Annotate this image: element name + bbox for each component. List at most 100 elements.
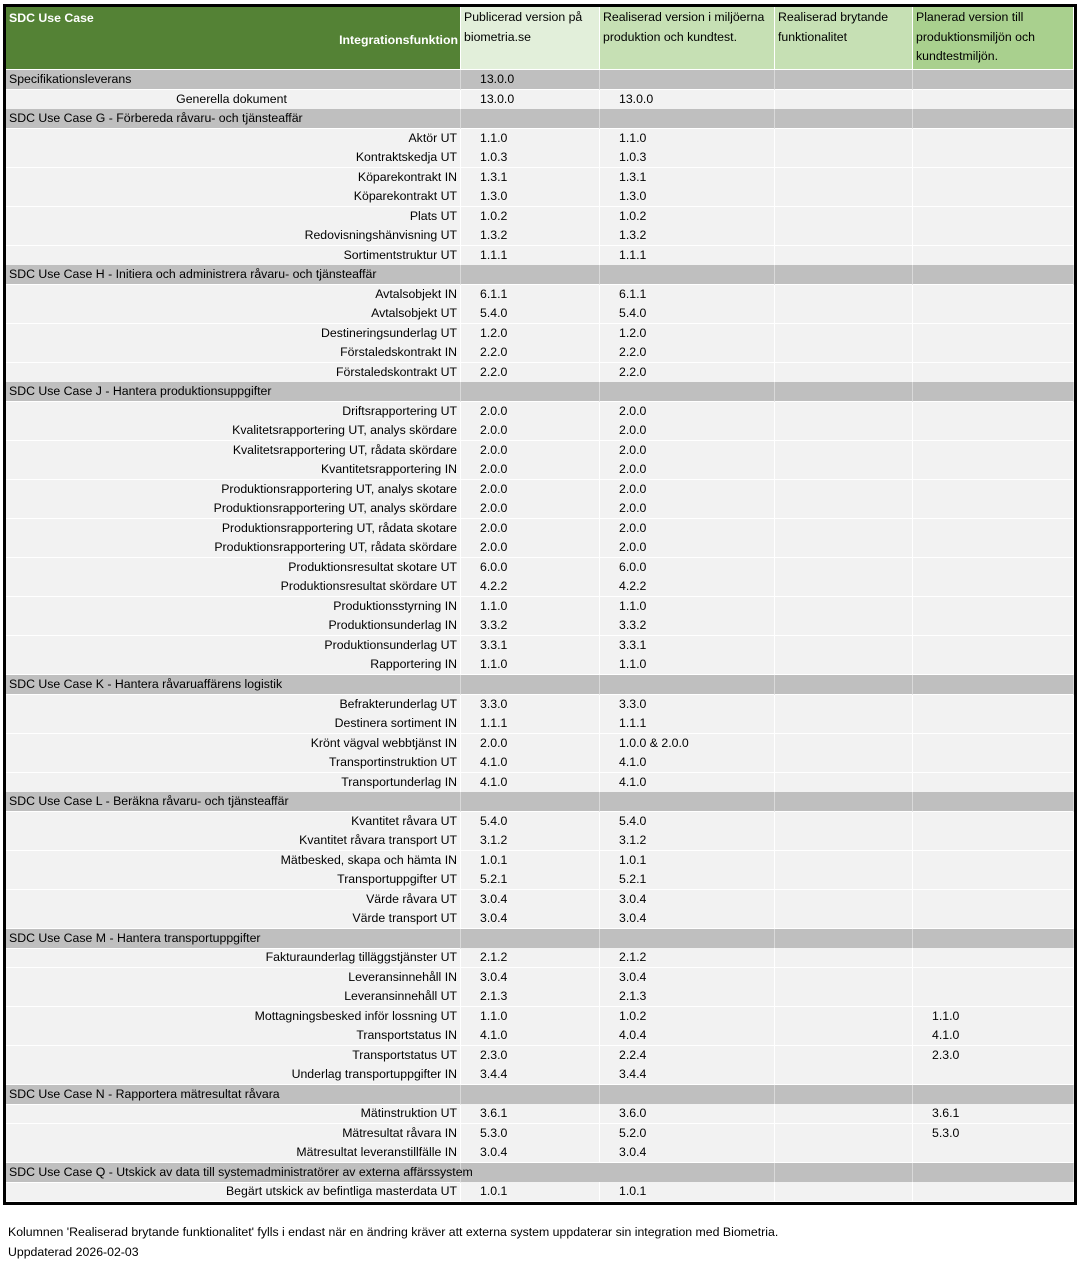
- realized-version: 4.2.2: [600, 577, 775, 598]
- planned-version: [913, 343, 1074, 364]
- group-planned: [913, 1084, 1074, 1105]
- table-row: Aktör UT 1.1.0 1.1.0: [6, 128, 1074, 149]
- planned-version: 5.3.0: [913, 1123, 1074, 1144]
- group-realized: [600, 1084, 775, 1105]
- integration-name: Leveransinnehåll IN: [6, 967, 461, 988]
- published-version: 2.2.0: [461, 362, 600, 383]
- table-row: Transportinstruktion UT 4.1.0 4.1.0: [6, 753, 1074, 774]
- realized-version: 1.0.1: [600, 1182, 775, 1203]
- realized-version: 3.3.2: [600, 616, 775, 637]
- breaking-version: [775, 909, 913, 930]
- integration-name: Transportunderlag IN: [6, 772, 461, 793]
- planned-version: [913, 89, 1074, 110]
- published-version: 3.0.4: [461, 909, 600, 930]
- group-realized: [600, 792, 775, 813]
- group-published: 13.0.0: [461, 70, 600, 90]
- breaking-version: [775, 1006, 913, 1027]
- planned-version: [913, 753, 1074, 774]
- table-row: Kvalitetsrapportering UT, rådata skördar…: [6, 440, 1074, 461]
- planned-version: [913, 831, 1074, 852]
- group-title: SDC Use Case L - Beräkna råvaru- och tjä…: [6, 792, 461, 813]
- table-row: Avtalsobjekt IN 6.1.1 6.1.1: [6, 284, 1074, 305]
- group-row: SDC Use Case J - Hantera produktionsuppg…: [6, 382, 1074, 403]
- published-version: 3.3.2: [461, 616, 600, 637]
- realized-version: 1.0.3: [600, 148, 775, 169]
- breaking-version: [775, 831, 913, 852]
- integration-name: Mätresultat leveranstillfälle IN: [6, 1143, 461, 1164]
- realized-version: 1.1.1: [600, 245, 775, 266]
- planned-version: [913, 499, 1074, 520]
- published-version: 4.2.2: [461, 577, 600, 598]
- breaking-version: [775, 753, 913, 774]
- realized-version: 4.0.4: [600, 1026, 775, 1047]
- published-version: 3.6.1: [461, 1104, 600, 1125]
- published-version: 6.1.1: [461, 284, 600, 305]
- breaking-version: [775, 206, 913, 227]
- realized-version: 1.0.2: [600, 206, 775, 227]
- integration-name: Destineringsunderlag UT: [6, 323, 461, 344]
- published-version: 2.0.0: [461, 538, 600, 559]
- group-breaking: [775, 928, 913, 949]
- planned-version: [913, 1065, 1074, 1086]
- published-version: 2.0.0: [461, 460, 600, 481]
- published-version: 1.0.1: [461, 850, 600, 871]
- group-planned: [913, 265, 1074, 286]
- planned-version: [913, 323, 1074, 344]
- published-version: 1.1.0: [461, 596, 600, 617]
- published-version: 1.1.1: [461, 245, 600, 266]
- table-row: Kvantitet råvara UT 5.4.0 5.4.0: [6, 811, 1074, 832]
- realized-version: 2.0.0: [600, 421, 775, 442]
- published-version: 6.0.0: [461, 557, 600, 578]
- group-realized: [600, 265, 775, 286]
- table-row: Transportstatus UT 2.3.0 2.2.4 2.3.0: [6, 1045, 1074, 1066]
- group-row: SDC Use Case K - Hantera råvaruaffärens …: [6, 674, 1074, 695]
- integration-name: Mätinstruktion UT: [6, 1104, 461, 1125]
- group-realized: [600, 70, 775, 90]
- table-row: Förstaledskontrakt UT 2.2.0 2.2.0: [6, 362, 1074, 383]
- realized-version: 3.0.4: [600, 909, 775, 930]
- published-version: 3.3.0: [461, 694, 600, 715]
- breaking-version: [775, 440, 913, 461]
- table-row: Produktionsunderlag IN 3.3.2 3.3.2: [6, 616, 1074, 637]
- published-version: 4.1.0: [461, 1026, 600, 1047]
- integration-name: Produktionsunderlag UT: [6, 635, 461, 656]
- published-version: 2.3.0: [461, 1045, 600, 1066]
- planned-version: [913, 1143, 1074, 1164]
- table-row: Kvantitetsrapportering IN 2.0.0 2.0.0: [6, 460, 1074, 481]
- published-version: 5.4.0: [461, 811, 600, 832]
- realized-version: 2.0.0: [600, 538, 775, 559]
- realized-version: 5.4.0: [600, 811, 775, 832]
- published-version: 2.0.0: [461, 499, 600, 520]
- integration-name: Transportuppgifter UT: [6, 870, 461, 891]
- realized-version: 1.3.1: [600, 167, 775, 188]
- table-row: Produktionsresultat skördare UT 4.2.2 4.2.…: [6, 577, 1074, 598]
- breaking-version: [775, 284, 913, 305]
- published-version: 3.1.2: [461, 831, 600, 852]
- breaking-version: [775, 1182, 913, 1203]
- breaking-version: [775, 694, 913, 715]
- integration-name: Avtalsobjekt IN: [6, 284, 461, 305]
- planned-version: [913, 577, 1074, 598]
- breaking-version: [775, 714, 913, 735]
- integration-name: Förstaledskontrakt IN: [6, 343, 461, 364]
- table-row: Transportstatus IN 4.1.0 4.0.4 4.1.0: [6, 1026, 1074, 1047]
- integration-name: Generella dokument: [6, 89, 461, 110]
- header-integration-function: Integrationsfunktion: [339, 33, 458, 47]
- breaking-version: [775, 1065, 913, 1086]
- breaking-version: [775, 1045, 913, 1066]
- published-version: 2.1.2: [461, 948, 600, 969]
- table-row: Avtalsobjekt UT 5.4.0 5.4.0: [6, 304, 1074, 325]
- breaking-version: [775, 499, 913, 520]
- realized-version: 3.0.4: [600, 967, 775, 988]
- realized-version: 2.0.0: [600, 499, 775, 520]
- integration-name: Driftsrapportering UT: [6, 401, 461, 422]
- published-version: 3.0.4: [461, 889, 600, 910]
- group-title: SDC Use Case G - Förbereda råvaru- och t…: [6, 109, 461, 130]
- planned-version: [913, 421, 1074, 442]
- breaking-version: [775, 128, 913, 149]
- breaking-version: [775, 772, 913, 793]
- integration-name: Kvantitet råvara transport UT: [6, 831, 461, 852]
- integration-name: Produktionsrapportering UT, analys skörd…: [6, 499, 461, 520]
- group-breaking: [775, 792, 913, 813]
- integration-name: Produktionsresultat skotare UT: [6, 557, 461, 578]
